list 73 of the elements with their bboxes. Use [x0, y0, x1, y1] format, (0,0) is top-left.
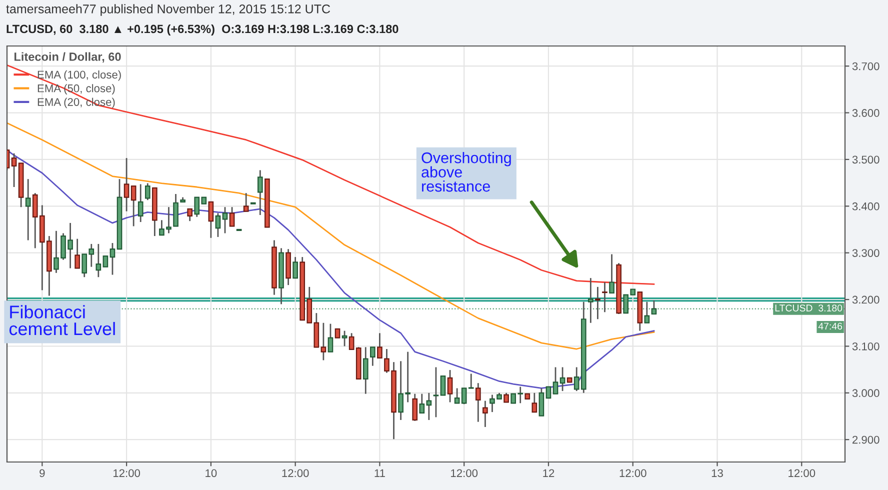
y-tick-label: 3.300 — [852, 249, 880, 257]
candlestick — [538, 388, 544, 416]
annotation: Overshooting above resistance — [422, 152, 511, 192]
line-series — [7, 122, 655, 350]
candlestick — [377, 332, 382, 359]
candlestick — [348, 332, 354, 350]
y-tick-label: 3.200 — [852, 296, 880, 304]
candlestick — [110, 242, 116, 276]
y-tick-label: 2.900 — [852, 436, 880, 444]
x-tick-label: 12:00 — [282, 469, 309, 478]
candlestick — [25, 178, 31, 241]
candlestick — [257, 170, 263, 216]
candlestick — [504, 392, 509, 403]
candlestick — [222, 206, 228, 234]
line-series — [7, 149, 655, 389]
candlestick — [208, 201, 214, 239]
y-tick-label: 3.400 — [852, 202, 880, 210]
legend-label: EMA (100, close) — [38, 70, 121, 81]
x-tick-label: 12:00 — [620, 469, 646, 478]
x-tick-label: 12:00 — [451, 469, 478, 478]
candlestick — [124, 157, 130, 212]
x-tick-label: 13 — [712, 469, 723, 478]
candlestick — [602, 282, 608, 313]
candlestick — [96, 243, 102, 278]
candlestick — [595, 286, 600, 320]
line-series — [7, 64, 655, 285]
candlestick — [440, 376, 446, 396]
candlestick — [419, 393, 425, 414]
candlestick — [130, 185, 136, 227]
candlestick — [475, 382, 481, 423]
y-tick-label: 3.100 — [852, 342, 880, 350]
candlestick — [609, 254, 614, 294]
y-tick-label: 3.600 — [852, 109, 880, 117]
y-tick-label: 3.500 — [852, 156, 880, 164]
ref-line-label: Fibonacci cement Level — [9, 305, 115, 336]
candlestick — [546, 386, 552, 399]
candlestick — [215, 212, 221, 238]
candlestick — [292, 256, 298, 279]
x-tick-label: 12 — [543, 469, 554, 477]
x-tick-label: 10 — [206, 469, 217, 478]
chart-subtitle: LTCUSD, 60 3.180 ▲ +0.195 (+6.53%) O:3.169 H:3.198 L:3.169 C:3.180 — [6, 24, 398, 36]
annotation: Litecoin / Dollar, 60 — [14, 52, 121, 63]
candlestick — [426, 392, 432, 421]
candlestick — [342, 330, 348, 347]
candlestick — [229, 206, 235, 227]
candlestick — [74, 238, 80, 269]
candlestick — [243, 192, 249, 212]
candlestick — [532, 392, 538, 413]
candlestick — [412, 393, 418, 422]
x-tick-label: 9 — [40, 469, 45, 478]
candlestick — [11, 152, 17, 188]
candlestick — [320, 322, 326, 361]
annotation: 47:46 — [818, 322, 842, 330]
candlestick — [328, 323, 334, 353]
candlestick — [482, 400, 488, 428]
candlestick — [433, 366, 439, 418]
candlestick — [454, 388, 460, 404]
candlestick — [362, 346, 368, 395]
y-tick-label: 3.000 — [852, 389, 880, 398]
candlestick — [552, 366, 558, 395]
candlestick — [144, 182, 150, 201]
x-tick-label: 11 — [374, 469, 385, 477]
candlestick — [560, 366, 566, 392]
candlestick — [138, 184, 144, 223]
y-tick-label: 3.700 — [852, 62, 880, 70]
candlestick — [187, 208, 192, 222]
candlestick — [370, 346, 376, 367]
candlestick — [447, 369, 453, 403]
chart-title: tamersameeh77 published November 12, 2015 15:12 UTC — [6, 4, 330, 16]
ref-line-label: LTCUSD 3.180 — [775, 304, 842, 312]
x-tick-label: 12:00 — [788, 469, 816, 478]
x-tick-label: 12:00 — [113, 469, 140, 478]
candlestick — [102, 256, 108, 268]
